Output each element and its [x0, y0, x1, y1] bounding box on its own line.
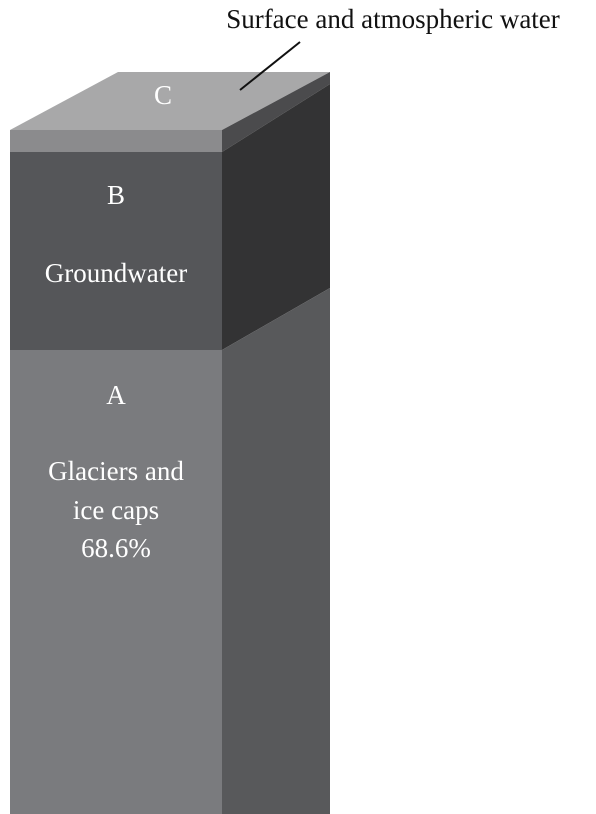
segment-letter: C — [154, 80, 172, 110]
segment-label: ice caps — [73, 495, 159, 525]
side-a — [222, 288, 330, 814]
segment-letter: B — [107, 180, 125, 210]
side-b — [222, 84, 330, 350]
top-face — [10, 72, 330, 130]
front-a — [10, 350, 222, 814]
front-c — [10, 130, 222, 152]
segment-percent: 68.6% — [81, 533, 151, 563]
segment-label: Groundwater — [45, 258, 187, 288]
callout-label: Surface and atmospheric water — [226, 4, 560, 34]
segment-letter: A — [106, 380, 126, 410]
leader-line — [239, 41, 301, 91]
side-c — [222, 72, 330, 152]
segment-label: Glaciers and — [48, 456, 184, 486]
front-b — [10, 152, 222, 350]
